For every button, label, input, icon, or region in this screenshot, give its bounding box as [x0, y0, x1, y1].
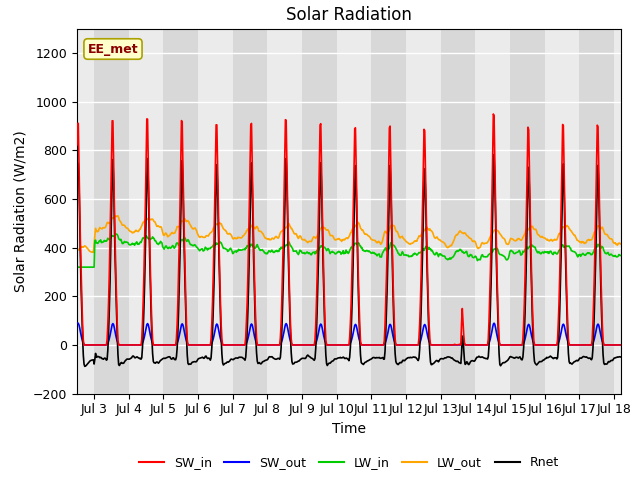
Bar: [614, 29, 640, 394]
Bar: [163, 29, 198, 394]
LW_out: [73, 246, 81, 252]
SW_out: [442, 342, 450, 348]
Title: Solar Radiation: Solar Radiation: [286, 6, 412, 24]
SW_out: [73, 320, 81, 326]
LW_in: [538, 250, 545, 256]
Rnet: [205, 355, 212, 361]
SW_in: [206, 342, 214, 348]
LW_in: [616, 252, 624, 258]
SW_out: [539, 342, 547, 348]
Bar: [371, 29, 406, 394]
LW_in: [112, 231, 120, 237]
SW_out: [178, 322, 186, 328]
Bar: [579, 29, 614, 394]
SW_in: [204, 342, 212, 348]
SW_out: [206, 342, 214, 348]
Bar: [406, 29, 440, 394]
Bar: [545, 29, 579, 394]
Rnet: [161, 356, 169, 361]
LW_in: [161, 245, 169, 251]
LW_in: [205, 246, 212, 252]
Text: EE_met: EE_met: [88, 43, 138, 56]
SW_out: [74, 320, 81, 326]
SW_out: [207, 341, 215, 347]
Bar: [268, 29, 302, 394]
Bar: [476, 29, 510, 394]
LW_out: [442, 244, 450, 250]
Bar: [198, 29, 233, 394]
Line: SW_in: SW_in: [77, 114, 620, 345]
LW_out: [206, 231, 214, 237]
SW_in: [442, 342, 449, 348]
SW_in: [357, 342, 365, 348]
Line: LW_out: LW_out: [77, 216, 620, 252]
LW_out: [90, 250, 97, 255]
Rnet: [490, 152, 498, 157]
SW_in: [539, 342, 547, 348]
Bar: [440, 29, 476, 394]
LW_in: [207, 246, 214, 252]
Rnet: [616, 354, 624, 360]
LW_in: [442, 255, 449, 261]
Line: LW_in: LW_in: [77, 234, 620, 267]
Rnet: [207, 357, 214, 363]
Rnet: [442, 355, 449, 361]
LW_out: [539, 234, 547, 240]
Bar: [129, 29, 163, 394]
SW_in: [490, 111, 497, 117]
X-axis label: Time: Time: [332, 422, 366, 436]
Bar: [302, 29, 337, 394]
LW_out: [114, 213, 122, 218]
SW_out: [616, 342, 624, 348]
SW_out: [162, 342, 170, 348]
Bar: [94, 29, 129, 394]
Line: SW_out: SW_out: [77, 323, 620, 345]
LW_out: [178, 218, 186, 224]
LW_out: [162, 230, 170, 236]
Rnet: [81, 363, 88, 369]
SW_in: [616, 342, 624, 348]
LW_in: [177, 238, 184, 243]
Line: Rnet: Rnet: [77, 155, 620, 366]
SW_in: [73, 142, 81, 148]
Rnet: [539, 358, 547, 364]
SW_in: [160, 342, 168, 348]
LW_in: [73, 264, 81, 270]
SW_in: [176, 203, 184, 209]
LW_out: [616, 241, 624, 247]
Bar: [337, 29, 371, 394]
Rnet: [177, 216, 184, 221]
SW_out: [82, 342, 90, 348]
Rnet: [73, 183, 81, 189]
Y-axis label: Solar Radiation (W/m2): Solar Radiation (W/m2): [13, 131, 27, 292]
Legend: SW_in, SW_out, LW_in, LW_out, Rnet: SW_in, SW_out, LW_in, LW_out, Rnet: [134, 451, 564, 474]
Bar: [233, 29, 268, 394]
LW_out: [207, 229, 215, 235]
Bar: [510, 29, 545, 394]
